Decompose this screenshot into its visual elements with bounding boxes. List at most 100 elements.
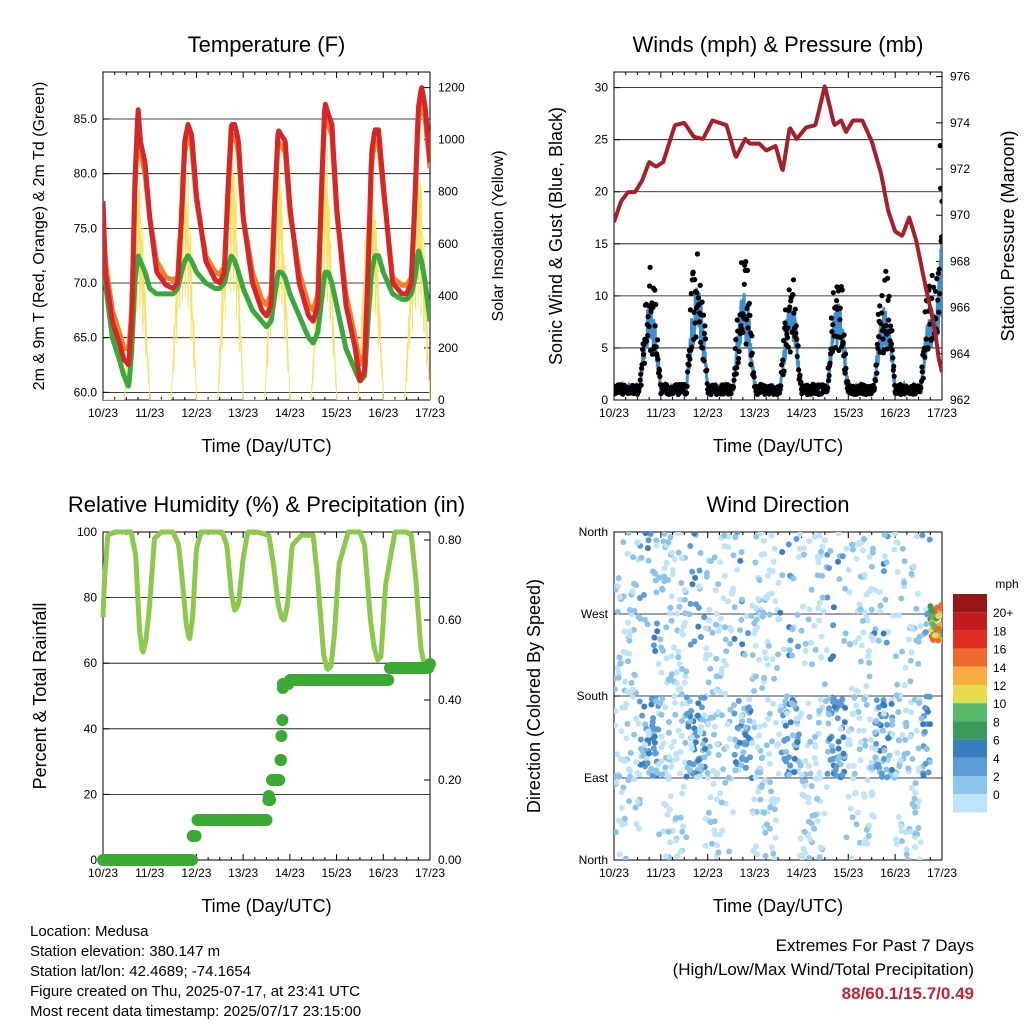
direction-point <box>764 696 771 703</box>
extremes-title: Extremes For Past 7 Days <box>775 936 974 955</box>
direction-point <box>629 588 636 595</box>
legend-swatch <box>953 794 987 813</box>
direction-point <box>672 711 679 718</box>
direction-point <box>657 636 664 643</box>
direction-point <box>715 752 722 758</box>
direction-point <box>726 624 733 631</box>
direction-point <box>903 846 910 853</box>
direction-point <box>722 624 728 631</box>
direction-point <box>658 711 665 718</box>
gust-point <box>922 354 928 360</box>
direction-point <box>769 568 776 575</box>
direction-point <box>790 575 797 582</box>
direction-point <box>830 698 836 705</box>
direction-point <box>913 727 920 734</box>
direction-point <box>797 835 804 842</box>
direction-point <box>689 568 696 575</box>
gust-points <box>614 143 942 398</box>
direction-point <box>837 725 844 732</box>
y-tick-label: 20 <box>84 787 98 801</box>
direction-point <box>853 821 860 828</box>
direction-point <box>687 718 694 725</box>
gust-point <box>798 379 804 385</box>
direction-point <box>901 682 908 689</box>
direction-point <box>884 774 891 781</box>
direction-point <box>899 732 906 738</box>
direction-point <box>800 603 807 610</box>
direction-point <box>912 844 919 850</box>
gust-point <box>790 277 797 283</box>
direction-point <box>903 851 910 858</box>
direction-point <box>739 754 746 761</box>
y-tick-label-right: 0.00 <box>438 853 462 867</box>
direction-point <box>914 533 920 540</box>
gust-point <box>927 321 933 327</box>
direction-point <box>909 756 916 762</box>
direction-point <box>834 756 841 763</box>
direction-point <box>668 763 675 770</box>
direction-point <box>764 661 771 668</box>
direction-point <box>808 783 815 789</box>
direction-point <box>905 765 912 772</box>
direction-point <box>637 736 644 743</box>
gust-point <box>694 251 701 257</box>
direction-point <box>873 697 880 704</box>
gust-point <box>794 353 800 359</box>
direction-point <box>815 605 822 612</box>
gust-point <box>888 341 895 347</box>
direction-point <box>627 749 634 756</box>
direction-point <box>631 607 638 614</box>
direction-point <box>732 534 739 541</box>
gust-point <box>787 349 793 355</box>
direction-point <box>730 552 737 559</box>
direction-point <box>761 722 768 729</box>
y-tick-label: 0 <box>90 853 97 867</box>
direction-point <box>806 713 813 720</box>
direction-point <box>705 809 712 816</box>
x-tick-label: 10/23 <box>88 866 118 880</box>
gust-point <box>839 287 845 293</box>
direction-point <box>660 740 667 747</box>
direction-point <box>664 811 671 818</box>
y-tick-label: 5 <box>601 341 608 355</box>
direction-point <box>732 759 739 766</box>
direction-point <box>651 750 658 757</box>
x-tick-label: 14/23 <box>275 866 305 880</box>
gust-point <box>640 346 646 352</box>
gust-point <box>748 361 754 368</box>
gust-point <box>841 332 847 338</box>
direction-point <box>737 627 743 634</box>
direction-point <box>907 828 914 835</box>
direction-point <box>805 799 812 806</box>
direction-point <box>651 733 658 740</box>
direction-point <box>843 834 850 841</box>
gust-point <box>639 365 645 371</box>
direction-point <box>743 613 750 620</box>
gust-point <box>929 272 935 279</box>
direction-point <box>674 852 681 859</box>
gust-point <box>842 351 849 357</box>
direction-point <box>855 688 862 695</box>
gust-point <box>637 377 643 383</box>
direction-point <box>721 543 728 550</box>
gust-point <box>640 351 647 358</box>
direction-point <box>852 639 859 646</box>
direction-point <box>723 662 730 668</box>
direction-point <box>835 738 842 745</box>
direction-point <box>757 796 764 803</box>
direction-point <box>863 683 870 690</box>
direction-point <box>647 532 654 537</box>
direction-point <box>918 715 925 722</box>
precip-point <box>186 830 199 842</box>
x-tick-label: 13/23 <box>740 406 770 420</box>
direction-point <box>802 758 809 764</box>
direction-point <box>673 680 680 687</box>
direction-point <box>717 688 723 695</box>
direction-point <box>858 642 865 649</box>
direction-point <box>766 760 773 767</box>
direction-point <box>777 703 784 710</box>
direction-point <box>721 532 728 539</box>
x-tick-label: 14/23 <box>275 406 305 420</box>
direction-point <box>816 617 823 624</box>
gust-point <box>749 333 755 339</box>
